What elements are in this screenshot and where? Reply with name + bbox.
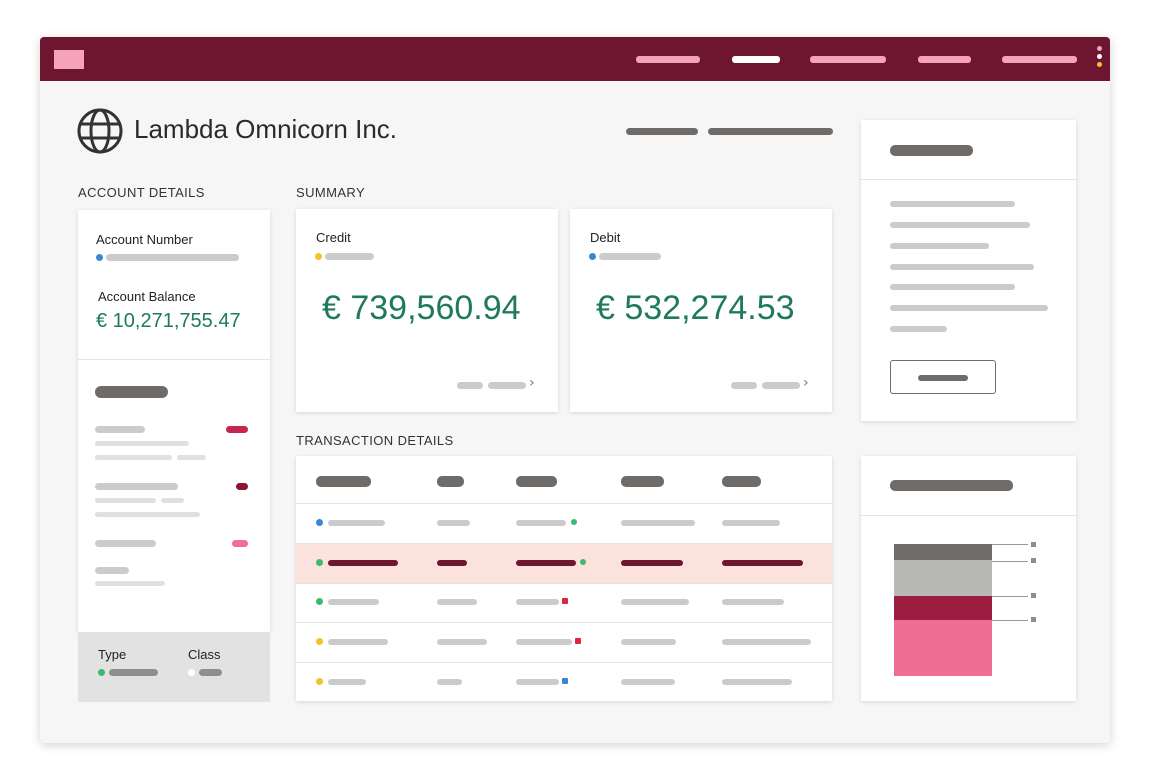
- list-item: [95, 426, 145, 433]
- header-link-1[interactable]: [626, 128, 698, 135]
- bar-segment-3: [894, 596, 992, 620]
- kebab-menu-icon[interactable]: [1097, 46, 1102, 70]
- bar-segment-2: [894, 560, 992, 596]
- info-card: [861, 120, 1076, 421]
- badge: [236, 483, 248, 490]
- account-number-value: [106, 254, 239, 261]
- chevron-right-icon[interactable]: ›: [803, 375, 809, 391]
- credit-label: Credit: [316, 230, 351, 245]
- summary-label: SUMMARY: [296, 185, 366, 200]
- account-details-card: Account Number Account Balance € 10,271,…: [78, 210, 270, 632]
- table-row[interactable]: [296, 623, 832, 662]
- table-row[interactable]: [296, 504, 832, 543]
- type-label: Type: [98, 647, 127, 662]
- status-dot: [315, 253, 322, 260]
- company-name: Lambda Omnicorn Inc.: [134, 114, 398, 144]
- account-details-label: ACCOUNT DETAILS: [78, 185, 205, 200]
- app-logo[interactable]: [54, 50, 84, 69]
- list-item: [95, 567, 129, 574]
- table-row[interactable]: [296, 663, 832, 701]
- table-row[interactable]: [296, 584, 832, 622]
- type-class-panel: Type Class: [78, 632, 270, 702]
- nav-item-5[interactable]: [1002, 56, 1077, 63]
- account-balance-value: € 10,271,755.47: [96, 310, 241, 332]
- status-dot: [96, 254, 103, 261]
- badge: [226, 426, 248, 433]
- account-balance-label: Account Balance: [98, 289, 196, 304]
- chart-card-title: [890, 480, 1013, 491]
- status-dot: [98, 669, 105, 676]
- debit-value: € 532,274.53: [596, 289, 795, 327]
- subsection-title: [95, 386, 168, 398]
- column-header[interactable]: [516, 476, 557, 487]
- stacked-bar: [894, 544, 992, 676]
- credit-value: € 739,560.94: [322, 289, 521, 327]
- class-label: Class: [188, 647, 221, 662]
- chart-card: [861, 456, 1076, 701]
- column-header[interactable]: [437, 476, 464, 487]
- info-card-title: [890, 145, 973, 156]
- class-value: [199, 669, 222, 676]
- header-link-2[interactable]: [708, 128, 833, 135]
- action-button[interactable]: [890, 360, 996, 394]
- nav-item-4[interactable]: [918, 56, 971, 63]
- bar-segment-1: [894, 544, 992, 560]
- globe-icon: [77, 108, 123, 154]
- status-dot: [188, 669, 195, 676]
- debit-label: Debit: [590, 230, 621, 245]
- list-item: [95, 483, 178, 490]
- column-header[interactable]: [621, 476, 664, 487]
- table-row-highlighted[interactable]: [296, 544, 832, 583]
- badge: [232, 540, 248, 547]
- status-dot: [589, 253, 596, 260]
- column-header[interactable]: [316, 476, 371, 487]
- top-navbar: [40, 37, 1110, 81]
- debit-card[interactable]: Debit € 532,274.53 ›: [570, 209, 832, 412]
- account-number-label: Account Number: [96, 232, 193, 247]
- chevron-right-icon[interactable]: ›: [529, 375, 535, 391]
- type-value: [109, 669, 158, 676]
- column-header[interactable]: [722, 476, 761, 487]
- nav-item-3[interactable]: [810, 56, 886, 63]
- nav-item-2-active[interactable]: [732, 56, 780, 63]
- transaction-details-label: TRANSACTION DETAILS: [296, 433, 454, 448]
- list-item: [95, 540, 156, 547]
- nav-item-1[interactable]: [636, 56, 700, 63]
- credit-card[interactable]: Credit € 739,560.94 ›: [296, 209, 558, 412]
- transactions-table: [296, 456, 832, 701]
- bar-segment-4: [894, 620, 992, 676]
